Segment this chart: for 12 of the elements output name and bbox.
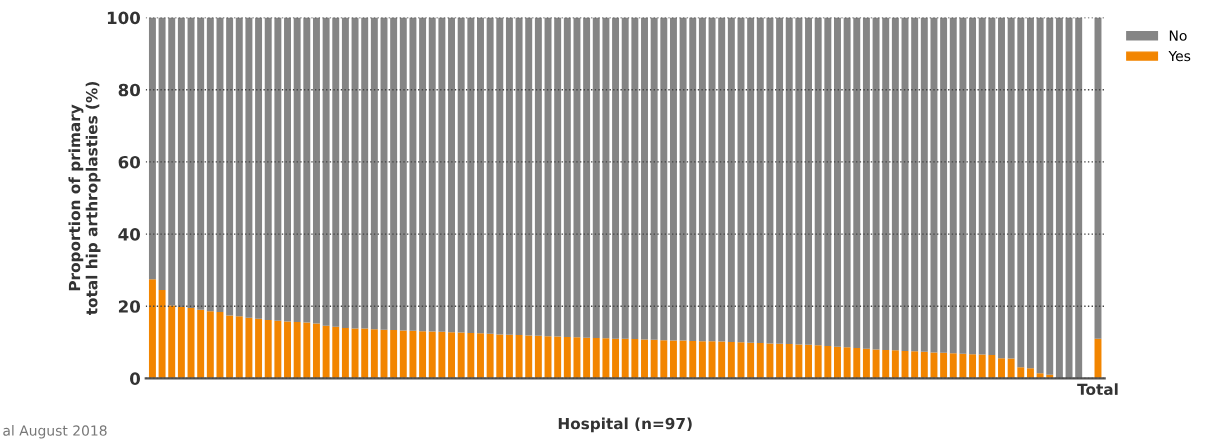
y-tick-label: 100 — [107, 11, 141, 25]
x-axis-title: Hospital (n=97) — [558, 417, 692, 433]
text: al August 2018 — [3, 425, 107, 439]
y-tick-label: 80 — [118, 83, 141, 97]
y-tick-label: 20 — [118, 300, 141, 313]
legend-label: Yes — [1168, 50, 1191, 62]
y-tick-label: 60 — [118, 155, 141, 169]
legend-label: No — [1169, 30, 1187, 41]
y-tick-label: 0 — [130, 372, 141, 385]
y-tick-label: 40 — [118, 228, 141, 241]
y-axis-title: Proportion of primary total hip arthroplasties (%) — [68, 82, 101, 316]
x-tick-label: Total — [1077, 383, 1118, 396]
